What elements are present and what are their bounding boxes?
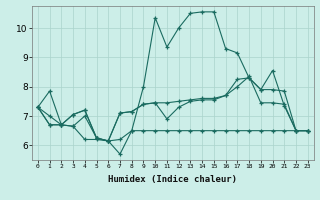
X-axis label: Humidex (Indice chaleur): Humidex (Indice chaleur) [108, 175, 237, 184]
